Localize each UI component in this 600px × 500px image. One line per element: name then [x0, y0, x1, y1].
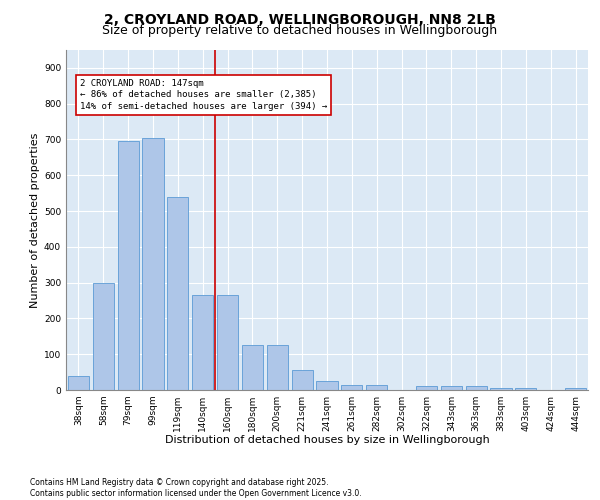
Bar — [441, 386, 462, 390]
Bar — [341, 384, 362, 390]
Bar — [167, 196, 188, 390]
Bar — [292, 370, 313, 390]
Text: 2 CROYLAND ROAD: 147sqm
← 86% of detached houses are smaller (2,385)
14% of semi: 2 CROYLAND ROAD: 147sqm ← 86% of detache… — [80, 78, 327, 111]
Bar — [118, 142, 139, 390]
Bar — [242, 346, 263, 390]
Bar — [515, 388, 536, 390]
Bar — [366, 384, 387, 390]
Text: Contains HM Land Registry data © Crown copyright and database right 2025.
Contai: Contains HM Land Registry data © Crown c… — [30, 478, 362, 498]
X-axis label: Distribution of detached houses by size in Wellingborough: Distribution of detached houses by size … — [164, 436, 490, 446]
Bar — [490, 388, 512, 390]
Text: 2, CROYLAND ROAD, WELLINGBOROUGH, NN8 2LB: 2, CROYLAND ROAD, WELLINGBOROUGH, NN8 2L… — [104, 12, 496, 26]
Bar — [416, 386, 437, 390]
Bar — [316, 381, 338, 390]
Bar — [466, 386, 487, 390]
Y-axis label: Number of detached properties: Number of detached properties — [30, 132, 40, 308]
Bar — [192, 295, 213, 390]
Text: Size of property relative to detached houses in Wellingborough: Size of property relative to detached ho… — [103, 24, 497, 37]
Bar — [68, 376, 89, 390]
Bar — [93, 282, 114, 390]
Bar — [142, 138, 164, 390]
Bar — [217, 295, 238, 390]
Bar — [565, 388, 586, 390]
Bar — [267, 346, 288, 390]
